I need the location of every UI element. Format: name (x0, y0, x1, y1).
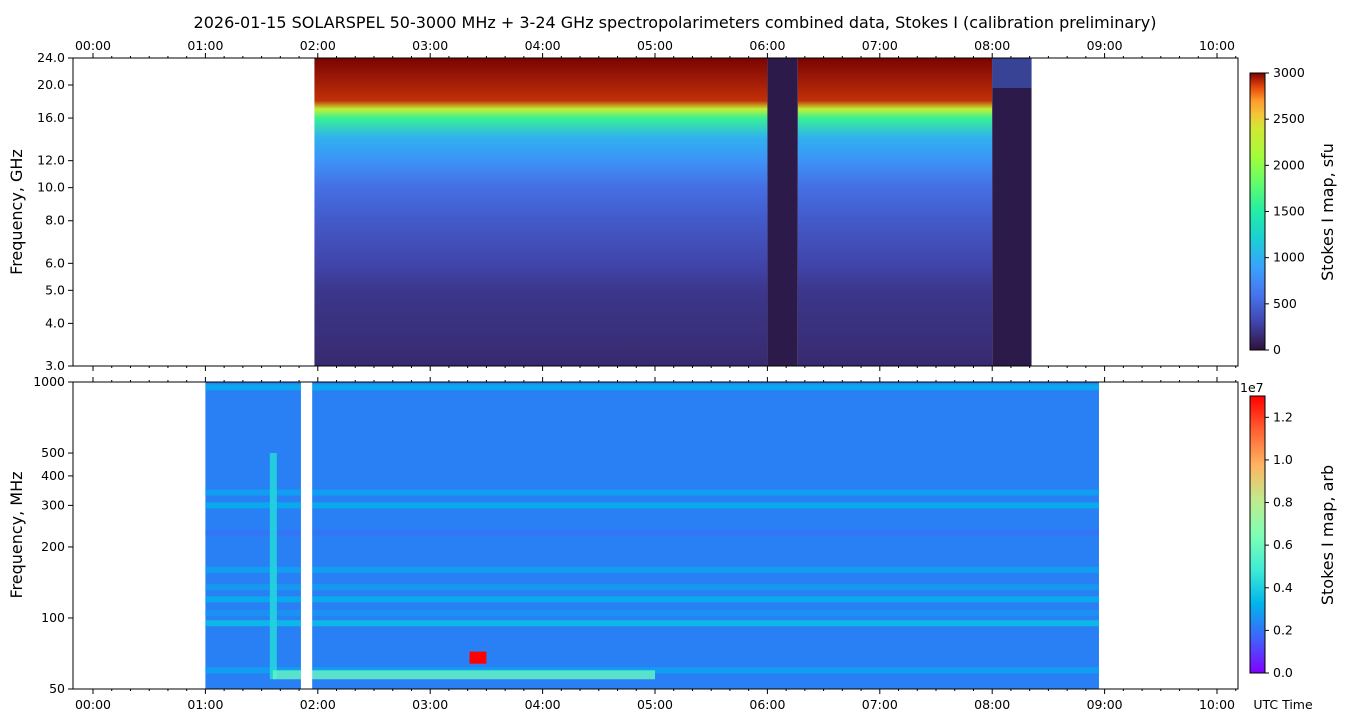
colorbar-tick-label: 2500 (1273, 111, 1305, 126)
x-tick-label: 08:00 (974, 697, 1010, 712)
bottom-band-4 (205, 584, 1099, 591)
y-tick-label: 200 (41, 539, 65, 554)
x-tick-label: 08:00 (974, 38, 1010, 53)
y-tick-label: 300 (41, 497, 65, 512)
bottom-band-3 (205, 596, 1099, 603)
x-tick-label: 00:00 (75, 697, 111, 712)
bottom-band-8 (205, 489, 1099, 496)
x-tick-label: 02:00 (300, 697, 336, 712)
colorbar-tick-label: 0.4 (1273, 580, 1293, 595)
x-tick-label: 00:00 (75, 38, 111, 53)
colorbar-tick-label: 3000 (1273, 65, 1305, 80)
y-tick-label: 1000 (33, 374, 65, 389)
bottom-red-spot (469, 651, 487, 664)
x-tick-label: 07:00 (862, 38, 898, 53)
chart-title: 2026-01-15 SOLARSPEL 50-3000 MHz + 3-24 … (194, 13, 1157, 32)
y-tick-label: 5.0 (45, 282, 65, 297)
y-tick-label: 100 (41, 610, 65, 625)
top-data-segment-1 (797, 58, 993, 366)
top-colorbar-gradient (1249, 72, 1266, 351)
y-tick-label: 20.0 (37, 77, 65, 92)
bottom-colorbar-gradient (1249, 395, 1266, 674)
top-gap-band (992, 58, 1032, 88)
bottom-band-7 (205, 502, 1099, 509)
top-data-gap-1 (992, 58, 1032, 366)
colorbar-tick-label: 1.2 (1273, 409, 1293, 424)
y-tick-label: 50 (49, 681, 65, 696)
x-tick-label: 06:00 (749, 38, 785, 53)
colorbar-tick-label: 2000 (1273, 157, 1305, 172)
bottom-band-2 (205, 609, 1099, 616)
top-data-gap-0 (767, 58, 798, 366)
y-tick-label: 12.0 (37, 153, 65, 168)
y-tick-label: 500 (41, 445, 65, 460)
x-tick-label: 04:00 (525, 697, 561, 712)
y-tick-label: 10.0 (37, 180, 65, 195)
colorbar-tick-label: 0 (1273, 342, 1281, 357)
x-tick-label: 10:00 (1199, 697, 1235, 712)
y-tick-label: 16.0 (37, 110, 65, 125)
bottom-band-5 (205, 566, 1099, 573)
y-tick-label: 400 (41, 468, 65, 483)
x-tick-label: 04:00 (525, 38, 561, 53)
top-colorbar: 0 500 1000 1500 2000 2500 3000 Stokes I map, s… (1249, 65, 1337, 357)
x-tick-label: 05:00 (637, 38, 673, 53)
x-tick-label: 01:00 (187, 697, 223, 712)
x-tick-label: 10:00 (1199, 38, 1235, 53)
top-data-segment-0 (314, 58, 768, 366)
x-tick-label: 03:00 (412, 697, 448, 712)
x-tick-label: 01:00 (187, 38, 223, 53)
bottom-colorbar: 0.0 0.2 0.4 0.6 0.8 1.0 1.2 1e7 Stokes I map, … (1240, 380, 1337, 680)
x-tick-label: 06:00 (749, 697, 785, 712)
colorbar-tick-label: 0.6 (1273, 537, 1293, 552)
colorbar-tick-label: 1000 (1273, 250, 1305, 265)
y-tick-label: 3.0 (45, 358, 65, 373)
bottom-burst-lane (269, 453, 277, 680)
bottom-band-6 (205, 529, 1099, 536)
top-y-axis-label: Frequency, GHz (7, 149, 26, 275)
x-tick-label: 02:00 (300, 38, 336, 53)
bottom-lowfreq-band (272, 670, 655, 680)
x-tick-label: 09:00 (1087, 38, 1123, 53)
top-colorbar-label: Stokes I map, sfu (1318, 143, 1337, 281)
bottom-band-9 (205, 384, 1099, 391)
x-tick-label: 09:00 (1087, 697, 1123, 712)
bottom-y-axis-label: Frequency, MHz (7, 471, 26, 598)
y-tick-label: 4.0 (45, 315, 65, 330)
x-tick-label: 05:00 (637, 697, 673, 712)
bottom-data-gap (300, 382, 313, 689)
colorbar-tick-label: 500 (1273, 296, 1297, 311)
colorbar-tick-label: 0.2 (1273, 622, 1293, 637)
bottom-panel: 00:00 01:00 02:00 03:00 04:00 05:00 06:00 07:00… (7, 374, 1313, 712)
y-tick-label: 24.0 (37, 50, 65, 65)
colorbar-tick-label: 1500 (1273, 204, 1305, 219)
bottom-band-1 (205, 620, 1099, 627)
colorbar-tick-label: 0.8 (1273, 495, 1293, 510)
x-tick-label: 03:00 (412, 38, 448, 53)
bottom-x-axis-label: UTC Time (1253, 697, 1313, 712)
colorbar-tick-label: 0.0 (1273, 665, 1293, 680)
y-tick-label: 6.0 (45, 255, 65, 270)
bottom-colorbar-label: Stokes I map, arb (1318, 465, 1337, 605)
x-tick-label: 07:00 (862, 697, 898, 712)
colorbar-tick-label: 1.0 (1273, 452, 1293, 467)
bottom-colorbar-offset-text: 1e7 (1240, 380, 1264, 395)
y-tick-label: 8.0 (45, 213, 65, 228)
top-panel: 00:00 01:00 02:00 03:00 04:00 05:00 06:00 07:00… (7, 38, 1239, 373)
